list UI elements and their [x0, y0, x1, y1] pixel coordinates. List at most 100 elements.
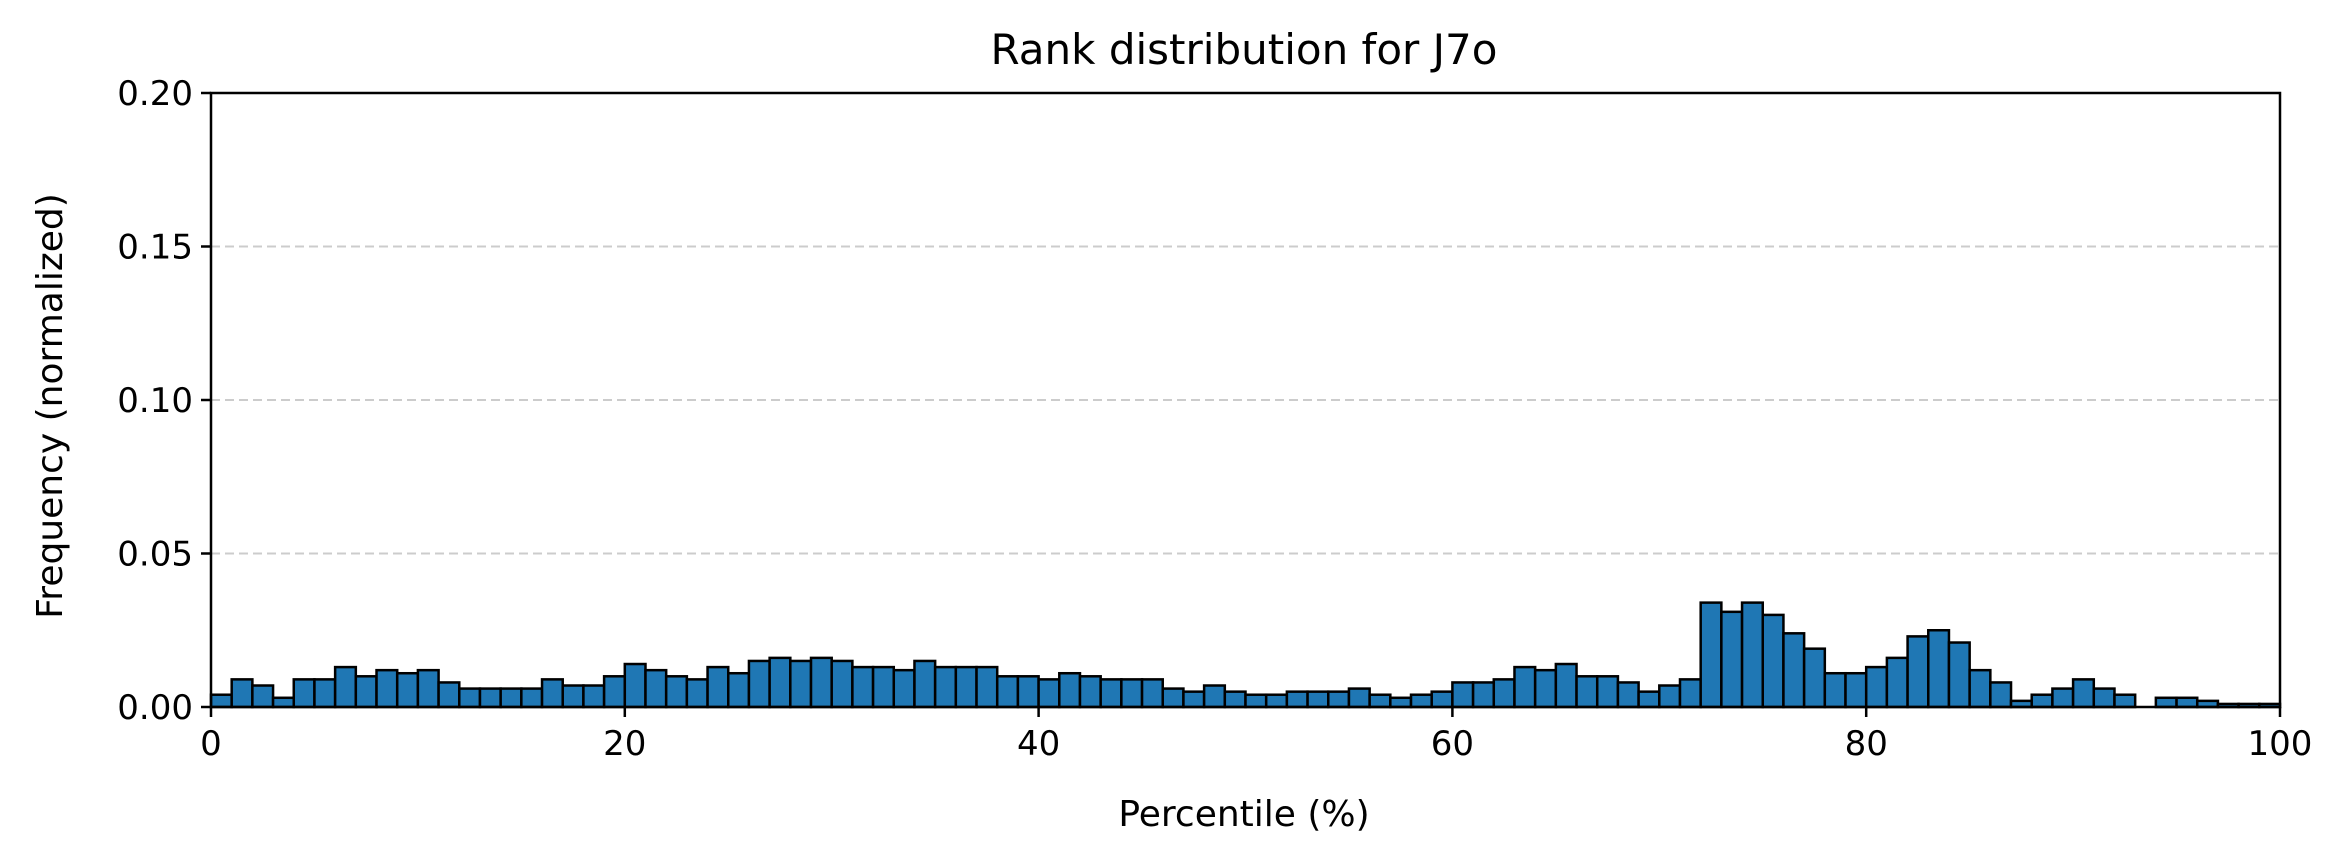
histogram-bar [892, 668, 916, 709]
histogram-bar [292, 678, 316, 709]
histogram-bar [333, 665, 358, 709]
histogram-bar [416, 668, 440, 709]
histogram-bar [1327, 690, 1351, 709]
y-tick-label: 0.00 [117, 688, 193, 728]
histogram-bar [1968, 668, 1992, 709]
histogram-bar [1078, 675, 1102, 709]
x-tick-label: 100 [2248, 724, 2313, 764]
histogram-bar [1554, 662, 1578, 709]
histogram-bar [458, 687, 482, 709]
y-tick-label: 0.15 [117, 228, 193, 268]
histogram-bar [1761, 613, 1785, 709]
histogram-bar [1575, 675, 1599, 709]
histogram-bar [271, 696, 296, 709]
histogram-bar [1616, 681, 1640, 709]
histogram-bar [789, 659, 813, 709]
histogram-bar [1658, 684, 1682, 709]
histogram-bar [2154, 696, 2178, 709]
histogram-bar [1016, 675, 1040, 709]
histogram-bar [561, 684, 585, 709]
histogram-bar [1678, 678, 1702, 709]
histogram-bar [2071, 678, 2096, 709]
histogram-bar [209, 693, 233, 709]
histogram-bar [995, 675, 1020, 709]
histogram-bar [1409, 693, 1433, 709]
x-axis-ticks: 0 20 40 60 80 100 [200, 707, 2312, 764]
histogram-bar [1885, 656, 1909, 709]
histogram-bar [1120, 678, 1144, 709]
histogram-bar [1471, 681, 1496, 709]
histogram-bar [954, 665, 978, 709]
histogram-bar [1182, 690, 1206, 709]
histogram-bar [1864, 665, 1889, 709]
histogram-bar [395, 671, 420, 709]
histogram-bar [1306, 690, 1330, 709]
x-tick-label: 0 [200, 724, 222, 764]
histogram-bar [1513, 665, 1537, 709]
histogram-bar [1699, 601, 1723, 709]
histogram-bar [602, 675, 627, 709]
x-tick-label: 40 [1017, 724, 1060, 764]
histogram-bar [1161, 687, 1185, 709]
x-tick-label: 80 [1845, 724, 1888, 764]
histogram-bar [664, 675, 689, 709]
histogram-bar [1264, 693, 1289, 709]
histogram-bar [2051, 687, 2075, 709]
histogram-bar [1223, 690, 1247, 709]
histogram-bar [706, 665, 730, 709]
histogram-bar [313, 678, 337, 709]
histogram-bar [1782, 632, 1806, 709]
histogram-bar [1451, 681, 1475, 709]
y-axis-title: Frequency (normalized) [30, 193, 71, 619]
histogram-bar [1368, 693, 1392, 709]
histogram-bar [1389, 696, 1413, 709]
histogram-bar [1989, 681, 2013, 709]
histogram-bar [2113, 693, 2137, 709]
histogram-bar [1058, 671, 1082, 709]
histogram-bar [520, 687, 544, 709]
histogram-bar [1492, 678, 1516, 709]
histogram-bar [727, 671, 751, 709]
y-tick-label: 0.10 [117, 381, 193, 421]
chart-title: Rank distribution for J7o [991, 25, 1498, 74]
histogram-bar [2175, 696, 2199, 709]
histogram-bar [1533, 668, 1558, 709]
x-tick-label: 60 [1431, 724, 1474, 764]
y-axis-ticks: 0.00 0.05 0.10 0.15 0.20 [117, 74, 211, 728]
histogram-bar [1347, 687, 1371, 709]
histogram-bar [2030, 693, 2054, 709]
x-tick-label: 20 [603, 724, 646, 764]
histogram-bar [230, 678, 254, 709]
histogram-bar [375, 668, 399, 709]
histogram-bar [2092, 687, 2116, 709]
y-tick-label: 0.20 [117, 74, 193, 114]
histogram-bar [1099, 678, 1123, 709]
x-axis-title: Percentile (%) [1118, 794, 1369, 835]
histogram-bar [644, 668, 668, 709]
histogram-bar [685, 678, 709, 709]
histogram-bar [540, 678, 564, 709]
histogram-bar [1927, 629, 1951, 709]
histogram-bar [851, 665, 875, 709]
histogram-bar [1037, 678, 1061, 709]
histogram-bar [437, 681, 461, 709]
histogram-bar [1802, 647, 1827, 709]
histogram-bar [809, 656, 833, 709]
histogram-bar [1637, 690, 1661, 709]
histogram-bar [1906, 635, 1930, 709]
histogram-bar [913, 659, 937, 709]
histogram-bar [933, 665, 958, 709]
histogram-bar [1244, 693, 1268, 709]
histogram-bar [975, 665, 999, 709]
histogram-bar [1285, 690, 1309, 709]
histogram-bar [1947, 641, 1971, 709]
histogram-bar [1202, 684, 1227, 709]
histogram-bar [1595, 675, 1620, 709]
histogram-bar [830, 659, 854, 709]
histogram-bar [623, 662, 647, 709]
histogram-bar [1140, 678, 1164, 709]
histogram-bar [1844, 671, 1868, 709]
y-tick-label: 0.05 [117, 535, 193, 575]
